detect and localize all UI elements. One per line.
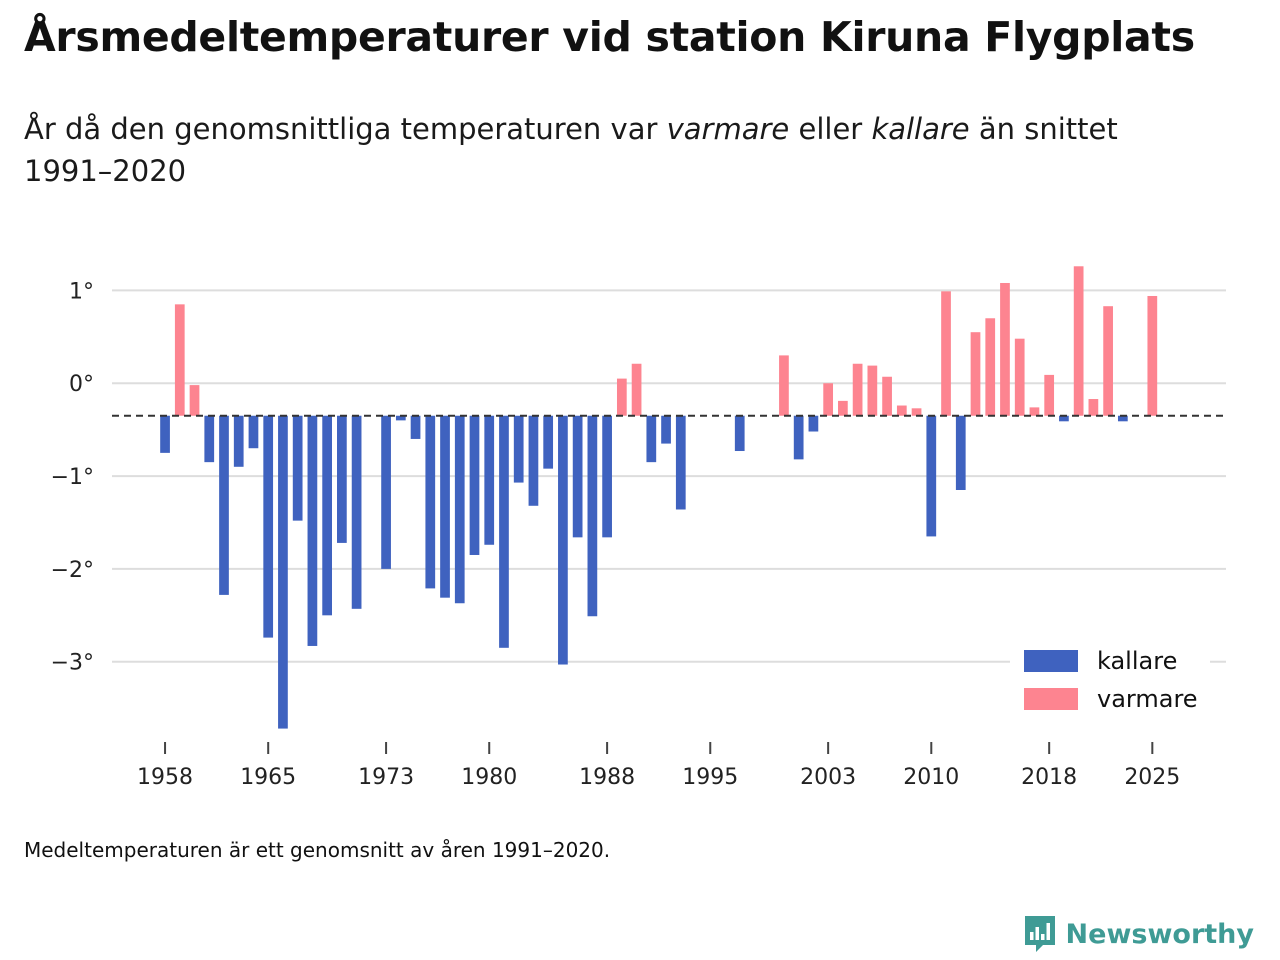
bar-1986 (572, 415, 583, 538)
bar-2012 (955, 415, 966, 490)
x-tick-label: 2003 (800, 765, 856, 790)
footnote: Medeltemperaturen är ett genomsnitt av å… (24, 838, 611, 862)
bar-2015 (1000, 282, 1010, 416)
bar-2003 (823, 383, 834, 416)
y-tick-label: 0° (69, 372, 94, 397)
legend-swatch-kallare (1024, 650, 1078, 672)
bar-2023 (1117, 415, 1128, 422)
brand: Newsworthy (1022, 914, 1254, 954)
bar-2018 (1044, 374, 1055, 416)
bar-1982 (513, 415, 524, 483)
y-tick-label: 1° (69, 279, 94, 304)
legend-swatch-varmare (1024, 688, 1078, 710)
bar-2000 (779, 355, 789, 416)
y-tick-label: −3° (51, 651, 94, 676)
bar-2022 (1103, 306, 1113, 416)
y-tick-label: −2° (51, 558, 94, 583)
bar-1987 (587, 415, 598, 617)
bar-2016 (1014, 338, 1025, 416)
bar-2005 (852, 363, 863, 416)
bar-1975 (410, 415, 421, 439)
bar-2008 (896, 405, 907, 416)
bar-2002 (808, 415, 819, 432)
x-tick-label: 1965 (240, 765, 296, 790)
bar-2017 (1029, 407, 1040, 416)
temperature-bar-chart: 1° 0° −1° −2° −3° 1958 1965 1973 1980 1988 1995 200… (51, 266, 1226, 790)
subtitle-warm-word: varmare (666, 112, 790, 146)
bar-1971 (351, 415, 362, 609)
bar-1962 (219, 415, 229, 595)
bar-1985 (558, 415, 568, 665)
x-tick-label: 1988 (579, 765, 635, 790)
bar-1988 (602, 415, 612, 538)
subtitle-part1: År då den genomsnittliga temperaturen va… (24, 112, 667, 146)
bar-1979 (469, 415, 480, 555)
bar-1977 (440, 415, 450, 598)
bar-2025 (1147, 295, 1158, 416)
bar-2021 (1088, 399, 1099, 416)
y-tick-label: −1° (51, 465, 94, 490)
bar-2019 (1059, 415, 1069, 422)
bar-1960 (189, 385, 200, 416)
bar-1963 (233, 415, 244, 467)
x-tick-label: 1973 (358, 765, 414, 790)
x-tick-label: 1980 (461, 765, 517, 790)
bar-2007 (882, 376, 892, 416)
bar-1973 (381, 415, 391, 569)
bar-1974 (395, 415, 406, 421)
x-tick-label: 2010 (903, 765, 959, 790)
bar-2020 (1073, 266, 1084, 416)
bar-1967 (292, 415, 303, 521)
subtitle-cold-word: kallare (871, 112, 970, 146)
bar-1965 (263, 415, 274, 638)
subtitle-part3: än snittet 1991–2020 (24, 112, 1118, 188)
subtitle-part2: eller (789, 112, 872, 146)
bar-1981 (499, 415, 509, 648)
bar-1970 (337, 415, 347, 543)
bar-2013 (970, 332, 981, 416)
bar-2006 (867, 365, 878, 416)
bar-1966 (278, 415, 288, 729)
bar-2009 (911, 408, 922, 416)
bar-1964 (248, 415, 259, 449)
bar-2014 (985, 318, 996, 416)
bar-1993 (675, 415, 686, 510)
bar-1992 (661, 415, 671, 444)
bar-1978 (454, 415, 465, 604)
brand-name: Newsworthy (1065, 918, 1254, 950)
x-tick-label: 1958 (137, 765, 193, 790)
legend-label-varmare: varmare (1097, 685, 1198, 713)
newsworthy-logo-icon (1024, 916, 1055, 952)
bar-1969 (322, 415, 333, 616)
bars (160, 266, 1158, 729)
axes: 1° 0° −1° −2° −3° 1958 1965 1973 1980 1988 1995 200… (51, 279, 1181, 790)
bar-1959 (174, 304, 185, 416)
legend: kallare varmare (1010, 636, 1210, 728)
bar-1997 (734, 415, 745, 452)
x-tick-label: 1995 (682, 765, 738, 790)
bar-1989 (616, 378, 627, 416)
chart-title: Årsmedeltemperaturer vid station Kiruna … (24, 13, 1195, 61)
legend-label-kallare: kallare (1097, 647, 1177, 675)
bar-1991 (646, 415, 657, 463)
bar-2010 (926, 415, 937, 537)
bar-1958 (160, 415, 170, 453)
bar-1976 (425, 415, 436, 589)
bar-2004 (838, 400, 848, 416)
bar-2001 (793, 415, 804, 460)
bar-1961 (204, 415, 215, 463)
bar-2011 (941, 291, 951, 416)
chart-subtitle: År då den genomsnittliga temperaturen va… (24, 108, 1204, 192)
bar-1983 (528, 415, 539, 506)
x-tick-label: 2025 (1124, 765, 1180, 790)
bar-1968 (307, 415, 318, 646)
bar-1990 (631, 363, 642, 416)
bar-1980 (484, 415, 495, 545)
bar-1984 (543, 415, 554, 469)
x-tick-label: 2018 (1021, 765, 1077, 790)
